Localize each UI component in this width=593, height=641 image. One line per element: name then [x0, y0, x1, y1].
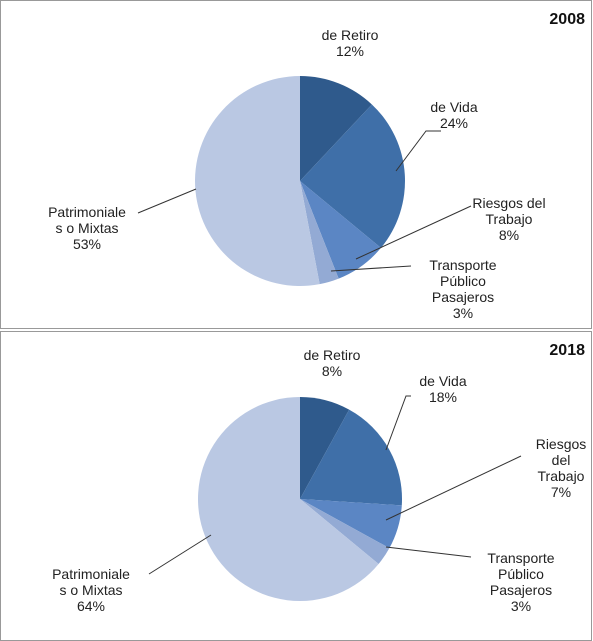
leader-line — [148, 534, 212, 575]
chart-panel: de Retiro 12% de Vida 24% Riesgos del Trabaj… — [0, 0, 592, 329]
leader-line — [137, 188, 197, 214]
pie-slice — [300, 181, 339, 285]
chart-title: 2008 — [549, 11, 585, 28]
pie-slice — [195, 76, 320, 286]
slice-label: Patrimoniale s o Mixtas 53% — [48, 204, 126, 252]
category: de Vida — [419, 373, 467, 389]
pie-slice — [300, 76, 372, 181]
slice-label: Transporte Público Pasajeros 3% — [429, 257, 496, 321]
value-label: 8% — [321, 363, 343, 379]
leader-line — [395, 130, 441, 172]
pie-slice — [300, 397, 350, 499]
slice-label: de Vida 24% — [430, 99, 477, 131]
chart — [148, 395, 522, 601]
value-label: 24% — [439, 115, 469, 131]
slice-label: Patrimoniale s o Mixtas 64% — [52, 566, 130, 614]
leader-line — [385, 395, 411, 451]
slice-label: Transporte Público Pasajeros 3% — [487, 550, 554, 614]
category: Patrimoniale s o Mixtas — [52, 566, 130, 598]
value-label: 3% — [510, 598, 532, 614]
leader-line — [330, 265, 412, 272]
leader-line — [385, 546, 472, 558]
category: de Retiro — [303, 347, 361, 363]
slice-label: Riesgos del Trabajo 8% — [472, 195, 545, 243]
pie-slice — [300, 499, 390, 565]
category: Transporte Público Pasajeros — [487, 550, 555, 598]
chart-panel: de Retiro 8% de Vida 18% Riesgos del Trabajo… — [0, 331, 592, 641]
value-label: 18% — [428, 389, 458, 405]
slice-label: de Retiro 12% — [322, 27, 379, 59]
pie-slice — [300, 499, 402, 549]
pie-slice — [300, 104, 405, 248]
category: Riesgos del Trabajo — [472, 195, 546, 227]
chart — [137, 76, 472, 286]
chart-title: 2018 — [549, 342, 585, 359]
leader-line — [385, 455, 522, 521]
slice-label: de Vida 18% — [419, 373, 466, 405]
value-label: 3% — [452, 305, 474, 321]
slice-label: Riesgos del Trabajo 7% — [536, 436, 587, 500]
value-label: 53% — [72, 236, 102, 252]
value-label: 64% — [76, 598, 106, 614]
leader-line — [355, 205, 472, 260]
value-label: 7% — [550, 484, 572, 500]
category: Transporte Público Pasajeros — [429, 257, 497, 305]
category: de Retiro — [321, 27, 379, 43]
slice-label: de Retiro 8% — [304, 347, 361, 379]
value-label: 12% — [335, 43, 365, 59]
pie-slice — [198, 397, 379, 601]
category: Patrimoniale s o Mixtas — [48, 204, 126, 236]
pie-slice — [300, 181, 381, 279]
value-label: 8% — [498, 227, 520, 243]
pie-slice — [300, 409, 402, 506]
category: de Vida — [430, 99, 478, 115]
category: Riesgos del Trabajo — [535, 436, 587, 484]
